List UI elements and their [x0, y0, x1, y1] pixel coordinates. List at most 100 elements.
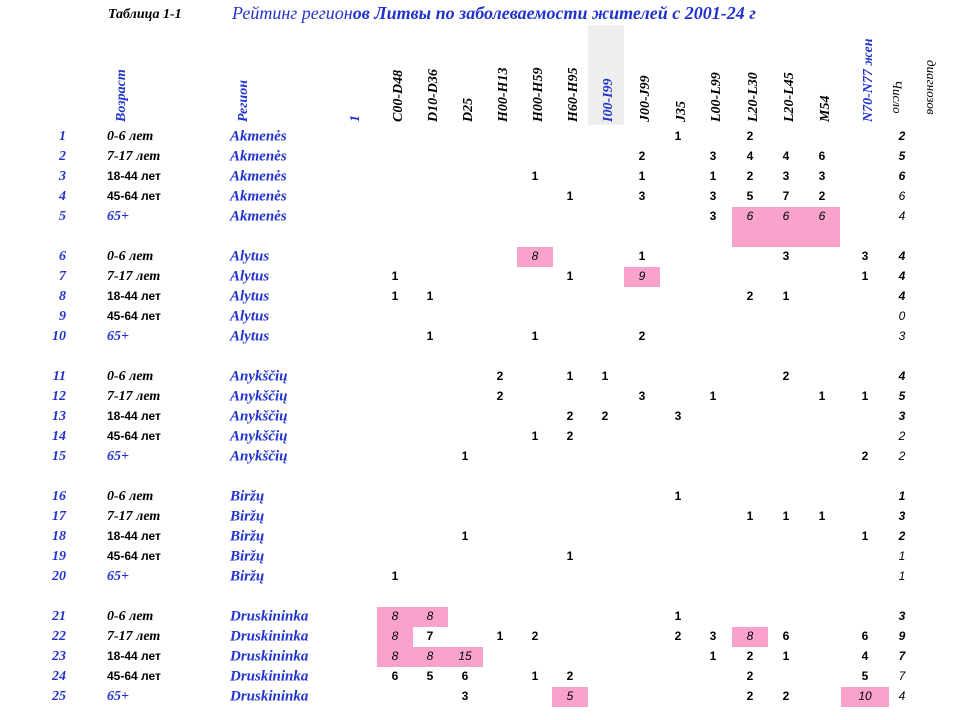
row-number: 9 — [59, 309, 66, 324]
cell-value: 1 — [675, 609, 682, 623]
cell-value: 3 — [462, 689, 469, 703]
region: Akmenės — [229, 208, 287, 224]
region: Akmenės — [229, 168, 287, 184]
table-title: Рейтинг регионов Литвы по заболеваемости… — [231, 3, 756, 23]
column-header: I00-I99 — [601, 78, 616, 123]
cell-value: 1 — [783, 289, 790, 303]
row-number: 21 — [51, 609, 66, 624]
cell-value: 1 — [427, 289, 434, 303]
cell-value: 1 — [710, 389, 717, 403]
cell-value: 8 — [392, 609, 399, 623]
column-header: L20-L30 — [746, 72, 761, 123]
region: Anykščių — [229, 428, 288, 444]
row-number: 16 — [52, 489, 66, 504]
column-header: N70-N77 жен — [861, 38, 876, 123]
row-number: 2 — [58, 149, 66, 164]
cell-value: 7 — [783, 189, 790, 203]
cell-value: 2 — [819, 189, 826, 203]
diagnosis-count: 7 — [899, 649, 907, 663]
cell-highlight — [768, 207, 804, 247]
cell-highlight — [624, 267, 660, 287]
age-group: 7-17 лет — [107, 269, 160, 284]
region: Druskininka — [229, 628, 309, 644]
region: Akmenės — [229, 148, 287, 164]
column-header: L20-L45 — [782, 72, 797, 123]
cell-value: 1 — [567, 189, 574, 203]
cell-value: 2 — [567, 409, 574, 423]
diagnosis-count: 0 — [899, 309, 906, 323]
diagnosis-count: 3 — [899, 329, 906, 343]
diagnosis-count: 5 — [899, 149, 906, 163]
age-group: 65+ — [107, 569, 129, 584]
cell-value: 4 — [783, 149, 790, 163]
age-group: 0-6 лет — [107, 129, 153, 144]
diagnosis-count: 4 — [899, 209, 906, 223]
cell-highlight — [732, 627, 768, 647]
cell-value: 5 — [862, 669, 869, 683]
age-group: 7-17 лет — [107, 509, 160, 524]
cell-value: 1 — [675, 489, 682, 503]
region: Druskininka — [229, 668, 309, 684]
region: Anykščių — [229, 368, 288, 384]
age-group: 65+ — [107, 449, 129, 464]
column-header: D10-D36 — [426, 69, 441, 123]
cell-value: 1 — [532, 169, 539, 183]
row-number: 5 — [59, 209, 66, 224]
age-group: 7-17 лет — [107, 149, 160, 164]
cell-value: 10 — [858, 689, 872, 703]
age-group: 7-17 лет — [107, 389, 160, 404]
diagnosis-count: 5 — [899, 389, 906, 403]
table-label: Таблица 1-1 — [108, 7, 182, 22]
column-header: Число — [890, 80, 905, 114]
age-group: 18-44 лет — [107, 409, 161, 423]
cell-value: 1 — [392, 289, 399, 303]
cell-value: 6 — [783, 209, 790, 223]
cell-value: 1 — [675, 129, 682, 143]
row-number: 1 — [59, 129, 66, 144]
region: Biržų — [229, 528, 264, 544]
row-number: 8 — [59, 289, 66, 304]
region: Druskininka — [229, 648, 309, 664]
cell-value: 2 — [747, 129, 754, 143]
cell-value: 1 — [710, 169, 717, 183]
diagnosis-count: 4 — [898, 269, 906, 283]
column-shade — [588, 25, 624, 125]
row-number: 14 — [52, 429, 66, 444]
cell-value: 1 — [747, 509, 754, 523]
cell-value: 8 — [427, 649, 434, 663]
diagnosis-count: 2 — [898, 129, 906, 143]
diagnosis-count: 2 — [898, 429, 906, 443]
column-header: D25 — [461, 98, 476, 123]
row-number: 13 — [52, 409, 66, 424]
cell-value: 2 — [639, 329, 646, 343]
cell-highlight — [447, 647, 483, 667]
diagnosis-count: 2 — [898, 529, 906, 543]
diagnosis-count: 7 — [899, 669, 907, 683]
cell-value: 2 — [747, 289, 754, 303]
diagnosis-count: 3 — [899, 409, 906, 423]
cell-highlight — [377, 607, 413, 627]
cell-highlight — [552, 687, 588, 707]
cell-value: 3 — [819, 169, 826, 183]
cell-value: 3 — [710, 189, 717, 203]
cell-value: 2 — [747, 169, 754, 183]
column-header: J35 — [674, 101, 689, 123]
cell-value: 6 — [819, 209, 826, 223]
cell-value: 1 — [567, 549, 574, 563]
cell-value: 3 — [710, 149, 717, 163]
cell-value: 1 — [392, 569, 399, 583]
cell-value: 1 — [462, 449, 469, 463]
cell-value: 6 — [783, 629, 790, 643]
cell-value: 3 — [783, 169, 790, 183]
cell-value: 1 — [532, 429, 539, 443]
age-group: 45-64 лет — [107, 669, 161, 683]
cell-value: 8 — [532, 249, 539, 263]
row-number: 7 — [59, 269, 67, 284]
region: Alytus — [229, 308, 269, 324]
cell-value: 2 — [567, 429, 574, 443]
region: Alytus — [229, 248, 269, 264]
age-group: 0-6 лет — [107, 369, 153, 384]
cell-value: 2 — [567, 669, 574, 683]
row-number: 19 — [52, 549, 66, 564]
row-number: 24 — [51, 669, 66, 684]
